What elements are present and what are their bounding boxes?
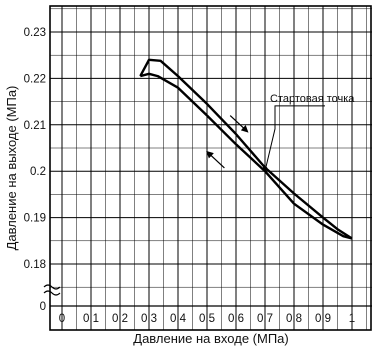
y-axis-title: Давление на выходе (МПа) bbox=[4, 86, 19, 251]
y-tick-labels: 0.23 0.22 0.21 0.2 0.19 0.18 0 bbox=[24, 27, 46, 313]
series-1-line bbox=[139, 58, 353, 240]
direction-arrows bbox=[206, 115, 249, 169]
arrow-increasing bbox=[229, 115, 249, 133]
x-tick-label: 0.4 bbox=[170, 313, 187, 325]
series-2-line bbox=[139, 72, 353, 240]
x-tick-label: 0 bbox=[59, 313, 65, 325]
axis-break-mark bbox=[43, 284, 61, 290]
x-tick-label: 0.2 bbox=[112, 313, 128, 325]
x-tick-labels: 0 0.1 0.2 0.3 0.4 0.5 0.6 0.7 0.8 0.9 1 bbox=[59, 313, 355, 325]
y-axis-break bbox=[43, 284, 61, 296]
x-tick-label: 0.5 bbox=[199, 313, 215, 325]
annotation-leader bbox=[265, 105, 325, 167]
annotation-group: Стартовая точка bbox=[262, 93, 355, 172]
x-tick-label: 0.8 bbox=[286, 313, 302, 325]
x-tick-label: 0.3 bbox=[141, 313, 157, 325]
y-tick-label-zero: 0 bbox=[40, 301, 46, 313]
series-layer bbox=[139, 58, 353, 240]
y-tick-label: 0.2 bbox=[30, 166, 46, 178]
start-point-marker bbox=[262, 166, 268, 172]
y-tick-label: 0.19 bbox=[24, 213, 46, 225]
grid bbox=[50, 6, 372, 330]
plot-area bbox=[49, 5, 372, 331]
x-tick-label: 0.1 bbox=[83, 313, 99, 325]
y-tick-label: 0.22 bbox=[24, 73, 46, 85]
x-tick-label: 0.7 bbox=[257, 313, 273, 325]
y-tick-label: 0.21 bbox=[24, 120, 46, 132]
x-axis-title: Давление на входе (МПа) bbox=[133, 331, 288, 346]
y-tick-label: 0.18 bbox=[24, 259, 46, 271]
arrow-decreasing bbox=[206, 150, 225, 169]
x-tick-label: 0.9 bbox=[315, 313, 331, 325]
y-tick-label: 0.23 bbox=[24, 27, 46, 39]
annotation-label: Стартовая точка bbox=[270, 93, 355, 105]
axis-break-mark bbox=[43, 290, 61, 296]
x-tick-label: 0.6 bbox=[228, 313, 244, 325]
x-tick-label: 1 bbox=[349, 313, 355, 325]
